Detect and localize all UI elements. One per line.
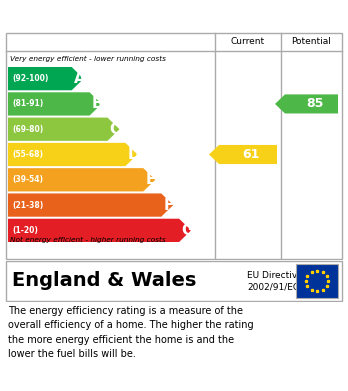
- Text: G: G: [181, 223, 193, 238]
- Polygon shape: [8, 67, 84, 90]
- Text: E: E: [145, 172, 156, 187]
- Text: (39-54): (39-54): [12, 175, 43, 184]
- Text: (21-38): (21-38): [12, 201, 43, 210]
- Polygon shape: [275, 94, 338, 113]
- Bar: [296, 264, 338, 298]
- Text: A: A: [74, 71, 85, 86]
- Text: The energy efficiency rating is a measure of the
overall efficiency of a home. T: The energy efficiency rating is a measur…: [8, 306, 254, 359]
- Text: Not energy efficient - higher running costs: Not energy efficient - higher running co…: [10, 237, 166, 243]
- Text: F: F: [163, 197, 174, 213]
- Polygon shape: [8, 219, 191, 242]
- Text: EU Directive
2002/91/EC: EU Directive 2002/91/EC: [247, 271, 303, 291]
- Text: 85: 85: [306, 97, 323, 110]
- Text: B: B: [92, 97, 103, 111]
- Polygon shape: [8, 194, 173, 217]
- Polygon shape: [8, 118, 119, 141]
- Text: 61: 61: [242, 148, 260, 161]
- Text: (55-68): (55-68): [12, 150, 43, 159]
- Polygon shape: [8, 168, 155, 192]
- Polygon shape: [8, 143, 137, 166]
- Text: Very energy efficient - lower running costs: Very energy efficient - lower running co…: [10, 56, 166, 62]
- Text: (69-80): (69-80): [12, 125, 43, 134]
- Text: Potential: Potential: [292, 38, 331, 47]
- Polygon shape: [209, 145, 277, 164]
- Text: Current: Current: [231, 38, 265, 47]
- Text: England & Wales: England & Wales: [12, 271, 196, 291]
- Polygon shape: [8, 92, 102, 116]
- Text: Energy Efficiency Rating: Energy Efficiency Rating: [63, 9, 285, 23]
- Text: (81-91): (81-91): [12, 99, 43, 108]
- Text: D: D: [127, 147, 140, 162]
- Text: C: C: [110, 122, 121, 137]
- Text: (92-100): (92-100): [12, 74, 48, 83]
- Text: (1-20): (1-20): [12, 226, 38, 235]
